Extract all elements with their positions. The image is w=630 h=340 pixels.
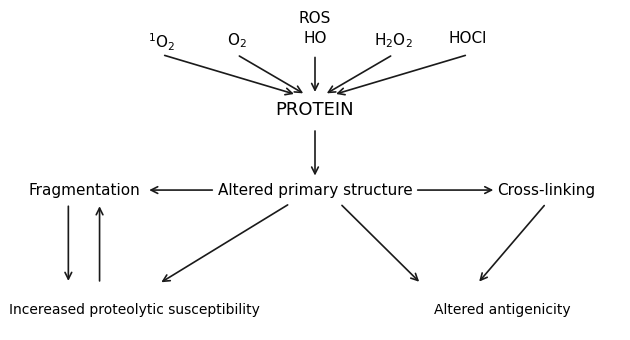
Text: HOCl: HOCl xyxy=(449,31,487,46)
Text: O$_2$: O$_2$ xyxy=(227,31,247,50)
Text: Altered antigenicity: Altered antigenicity xyxy=(433,304,570,318)
Text: H$_2$O$_2$: H$_2$O$_2$ xyxy=(374,31,413,50)
Text: ROS: ROS xyxy=(299,11,331,26)
Text: PROTEIN: PROTEIN xyxy=(276,101,354,119)
Text: HO: HO xyxy=(303,31,327,46)
Text: Incereased proteolytic susceptibility: Incereased proteolytic susceptibility xyxy=(9,304,260,318)
Text: Fragmentation: Fragmentation xyxy=(28,183,140,198)
Text: Altered primary structure: Altered primary structure xyxy=(217,183,413,198)
Text: $^1$O$_2$: $^1$O$_2$ xyxy=(149,31,176,53)
Text: Cross-linking: Cross-linking xyxy=(497,183,595,198)
